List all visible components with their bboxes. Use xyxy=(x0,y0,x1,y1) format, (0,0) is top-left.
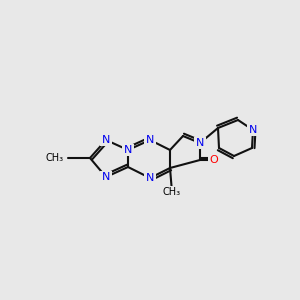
Text: N: N xyxy=(124,145,132,155)
Text: N: N xyxy=(146,173,154,183)
Text: N: N xyxy=(146,135,154,145)
Text: O: O xyxy=(210,155,218,165)
Text: N: N xyxy=(249,125,257,135)
Text: N: N xyxy=(102,172,110,182)
Text: CH₃: CH₃ xyxy=(163,187,181,197)
Text: N: N xyxy=(102,135,110,145)
Text: CH₃: CH₃ xyxy=(46,153,64,163)
Text: N: N xyxy=(196,138,204,148)
